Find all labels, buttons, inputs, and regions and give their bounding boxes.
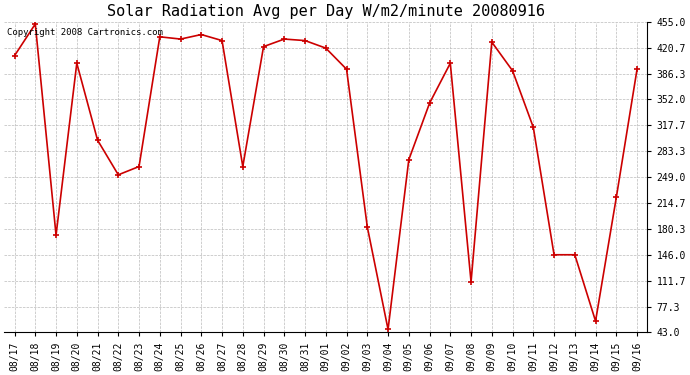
- Title: Solar Radiation Avg per Day W/m2/minute 20080916: Solar Radiation Avg per Day W/m2/minute …: [107, 4, 545, 19]
- Text: Copyright 2008 Cartronics.com: Copyright 2008 Cartronics.com: [8, 28, 164, 37]
